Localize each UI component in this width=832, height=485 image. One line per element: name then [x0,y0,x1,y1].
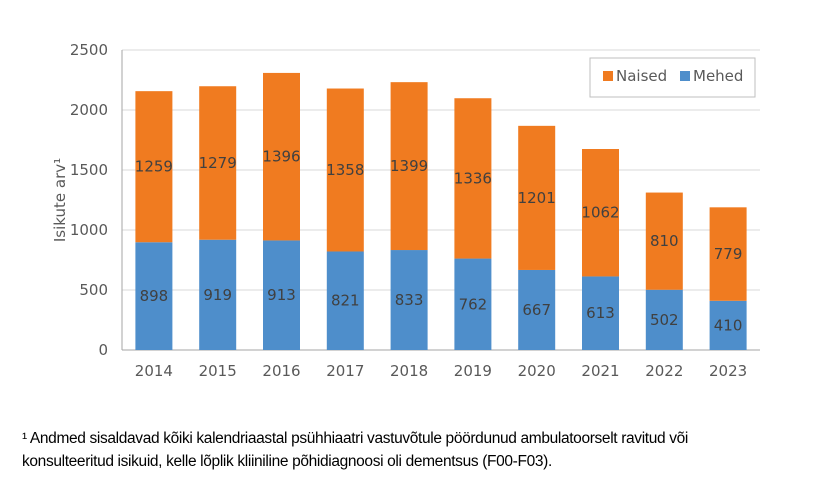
bars [135,72,747,350]
y-axis-ticks: 0 500 1000 1500 2000 2500 [70,41,108,359]
x-tick-label: 2021 [581,362,619,380]
y-axis-label: Isikute arv¹ [51,158,69,242]
bar-naised-2014 [135,91,173,243]
bar-naised-2017 [326,88,364,252]
x-axis-ticks: 2014 2015 2016 2017 2018 2019 2020 2021 2022 2023 [135,362,747,380]
y-tick-label: 0 [98,341,108,359]
data-label: 1279 [199,154,237,172]
bar-naised-2015 [199,86,237,240]
bar-naised-2021 [582,149,619,277]
data-label: 913 [267,286,296,304]
bar-mehed-2018 [390,250,428,350]
bar-naised-2022 [645,192,683,290]
bar-naised-2018 [390,82,428,251]
y-tick-label: 2500 [70,41,108,59]
y-tick-label: 500 [79,281,108,299]
data-label: 1358 [326,161,364,179]
bar-mehed-2017 [326,251,364,350]
x-tick-label: 2023 [709,362,747,380]
x-tick-label: 2019 [454,362,492,380]
data-label: 1396 [262,148,300,166]
legend-label-naised: Naised [616,67,667,85]
bar-naised-2016 [263,72,300,241]
legend: Naised Mehed [589,57,756,98]
bar-mehed-2022 [645,289,683,350]
y-tick-label: 1500 [70,161,108,179]
data-label: 821 [331,292,360,310]
y-tick-label: 2000 [70,101,108,119]
bar-mehed-2015 [199,239,237,350]
data-label: 1399 [390,157,428,175]
data-label: 613 [586,304,615,322]
footnote-line-1: ¹ Andmed sisaldavad kõiki kalendriaastal… [22,430,689,447]
y-tick-label: 1000 [70,221,108,239]
data-label: 779 [714,245,743,263]
legend-box [589,57,756,98]
bar-mehed-2020 [518,269,556,350]
data-label: 833 [395,291,424,309]
bar-mehed-2023 [709,300,747,350]
legend-swatch-mehed [680,71,690,81]
data-label: 1062 [581,204,619,222]
data-label: 410 [714,316,743,334]
bar-naised-2020 [518,125,556,270]
data-label: 667 [522,301,551,319]
data-label: 1336 [454,169,492,187]
bar-naised-2019 [454,98,492,259]
legend-label-mehed: Mehed [693,67,743,85]
footnote-line-2: konsulteeritud isikuid, kelle lõplik kli… [22,453,552,470]
data-label: 810 [650,232,679,250]
bar-mehed-2014 [135,242,173,350]
data-label: 919 [203,286,232,304]
bar-mehed-2021 [582,276,619,350]
data-label: 502 [650,311,679,329]
x-tick-label: 2017 [326,362,364,380]
x-tick-label: 2016 [262,362,300,380]
data-label: 1201 [518,189,556,207]
data-label: 762 [459,295,488,313]
x-tick-label: 2022 [645,362,683,380]
data-label: 1259 [135,158,173,176]
x-tick-label: 2014 [135,362,173,380]
bar-naised-2023 [709,207,747,301]
x-tick-label: 2015 [199,362,237,380]
data-labels: 898 1259 919 1279 913 1396 821 1358 833 1399 762 13… [135,148,743,335]
stacked-bar-chart: 898 1259 919 1279 913 1396 821 1358 833 1399 762 13… [51,41,760,380]
x-tick-label: 2018 [390,362,428,380]
bar-mehed-2016 [263,240,300,350]
data-label: 898 [140,287,169,305]
legend-swatch-naised [603,71,613,81]
bar-mehed-2019 [454,258,492,350]
x-tick-label: 2020 [518,362,556,380]
